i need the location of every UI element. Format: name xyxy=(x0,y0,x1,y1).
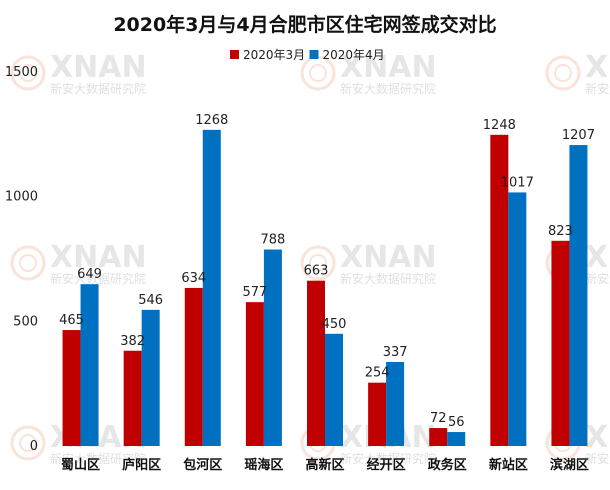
data-label: 577 xyxy=(242,285,267,300)
bar xyxy=(325,333,343,446)
x-category-label: 瑶海区 xyxy=(244,457,283,473)
watermark-subtext: 新安大数据研究院 xyxy=(585,81,610,96)
watermark-subtext: 新安大数据研究院 xyxy=(585,451,610,466)
data-label: 1207 xyxy=(562,128,595,143)
watermark-subtext: 新安大数据研究院 xyxy=(585,271,610,286)
x-category-label: 庐阳区 xyxy=(122,457,161,473)
data-label: 663 xyxy=(304,264,329,279)
bar xyxy=(202,129,221,446)
bar xyxy=(184,287,203,446)
watermark-text: XNAN xyxy=(340,50,437,85)
xnan-logo-icon xyxy=(10,55,46,91)
legend: 2020年3月 2020年4月 xyxy=(230,48,385,62)
bar xyxy=(569,145,588,446)
data-label: 465 xyxy=(59,313,84,328)
watermark-subtext: 新安大数据研究院 xyxy=(50,271,146,286)
data-label: 337 xyxy=(383,345,408,360)
bar xyxy=(263,249,282,446)
y-tick-label: 0 xyxy=(30,439,38,454)
xnan-logo-icon xyxy=(554,64,572,82)
legend-label: 2020年4月 xyxy=(323,48,385,62)
watermark-text: XNAN xyxy=(585,50,610,85)
y-tick-label: 1500 xyxy=(5,65,38,80)
bars-layer xyxy=(62,129,588,446)
y-tick-label: 1000 xyxy=(5,190,38,205)
bar xyxy=(551,240,570,446)
xnan-logo-icon xyxy=(19,254,37,272)
data-label: 649 xyxy=(77,267,102,282)
xnan-logo-icon xyxy=(19,64,37,82)
xnan-logo-icon xyxy=(300,245,336,281)
legend-swatch xyxy=(309,50,319,59)
xnan-logo-icon xyxy=(10,245,46,281)
bar xyxy=(307,280,325,446)
x-category-label: 新站区 xyxy=(489,457,528,473)
xnan-logo-icon xyxy=(19,434,37,452)
legend-label: 2020年3月 xyxy=(243,48,305,62)
data-label: 788 xyxy=(260,233,285,248)
x-category-label: 滨湖区 xyxy=(550,457,589,473)
data-label: 1268 xyxy=(195,113,228,128)
watermark-text: XNAN xyxy=(50,50,147,85)
y-axis: 0 500 1000 1500 xyxy=(5,65,38,454)
watermark-text: XNAN xyxy=(50,240,147,275)
x-axis: 蜀山区 庐阳区 包河区 瑶海区 高新区 经开区 政务区 新站区 滨湖区 xyxy=(61,457,589,473)
data-label: 382 xyxy=(120,334,145,349)
x-category-label: 经开区 xyxy=(367,457,406,473)
x-category-label: 高新区 xyxy=(305,457,344,473)
xnan-logo-icon xyxy=(10,425,46,461)
watermark-subtext: 新安大数据研究院 xyxy=(340,451,436,466)
watermark-text: XNAN xyxy=(585,240,610,275)
chart-title: 2020年3月与4月合肥市区住宅网签成交对比 xyxy=(113,13,496,36)
legend-swatch xyxy=(230,50,239,59)
x-category-label: 包河区 xyxy=(183,457,222,473)
watermark-text: XNAN xyxy=(340,240,437,275)
watermark-subtext: 新安大数据研究院 xyxy=(340,271,436,286)
bar xyxy=(62,330,81,446)
bar xyxy=(141,309,160,446)
bar xyxy=(245,302,264,446)
watermark-text: XNAN xyxy=(585,420,610,455)
data-label: 450 xyxy=(322,317,347,332)
bar xyxy=(123,350,142,446)
xnan-logo-icon xyxy=(309,254,327,272)
data-label: 254 xyxy=(365,366,390,381)
watermark-subtext: 新安大数据研究院 xyxy=(50,81,146,96)
data-label: 1017 xyxy=(501,175,534,190)
bar xyxy=(508,192,527,446)
data-label: 1248 xyxy=(483,118,516,133)
data-label: 72 xyxy=(430,411,447,426)
bar xyxy=(80,284,99,446)
bar xyxy=(368,382,387,446)
data-label: 634 xyxy=(181,271,206,286)
y-tick-label: 500 xyxy=(13,314,38,329)
bar xyxy=(490,134,509,446)
xnan-logo-icon xyxy=(309,64,327,82)
bar xyxy=(447,432,466,446)
x-category-label: 蜀山区 xyxy=(61,457,100,473)
data-label: 56 xyxy=(448,415,465,430)
watermark-subtext: 新安大数据研究院 xyxy=(340,81,436,96)
data-label: 546 xyxy=(138,293,163,308)
watermark-subtext: 新安大数据研究院 xyxy=(50,451,146,466)
xnan-logo-icon xyxy=(545,55,581,91)
x-category-label: 政务区 xyxy=(428,457,467,473)
bar xyxy=(429,428,448,446)
data-labels-layer: 465 649 382 546 634 1268 577 788 663 450 254 337 72 5… xyxy=(59,113,595,430)
bar xyxy=(386,361,405,446)
data-label: 823 xyxy=(548,224,573,239)
